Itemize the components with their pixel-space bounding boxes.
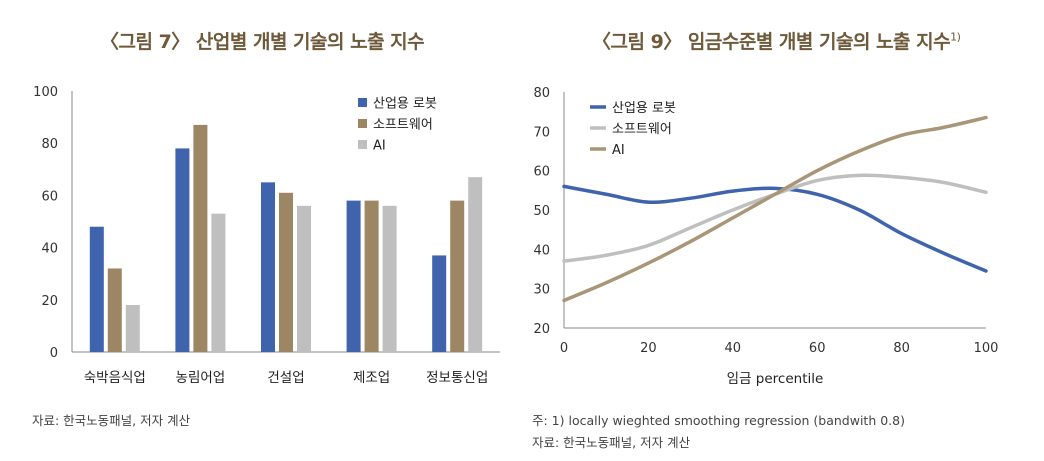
x-tick-label: 100: [974, 341, 999, 356]
x-category-label: 숙박음식업: [84, 370, 146, 386]
x-tick-label: 80: [893, 341, 910, 356]
y-tick-label: 40: [41, 242, 58, 257]
legend-label-2: 소프트웨어: [373, 118, 433, 133]
legend-label-3: AI: [612, 143, 625, 158]
bar-3-4: [382, 205, 397, 352]
x-tick-label: 60: [809, 341, 826, 356]
y-tick-label: 40: [533, 243, 550, 258]
bar-3-5: [468, 177, 483, 352]
y-tick-label: 80: [41, 137, 58, 152]
legend-label-2: 소프트웨어: [612, 122, 672, 137]
legend-swatch-2: [358, 119, 367, 128]
x-category-label: 농림어업: [176, 370, 226, 386]
series-line-3: [562, 115, 988, 303]
source-note: 자료: 한국노동패널, 저자 계산: [32, 413, 191, 428]
bar-3-1: [125, 305, 140, 352]
legend-label-3: AI: [373, 139, 386, 154]
bar-2-3: [279, 192, 293, 352]
x-tick-label: 20: [640, 341, 657, 356]
bar-2-5: [450, 200, 465, 352]
legend-swatch-3: [358, 140, 367, 149]
bar-2-1: [107, 268, 122, 352]
y-tick-label: 100: [33, 85, 58, 100]
chart-title-text: 〈그림 9〉 임금수준별 개별 기술의 노출 지수: [592, 31, 951, 53]
y-tick-label: 70: [533, 125, 550, 140]
chart-title-industry: 〈그림 7〉 산업별 개별 기술의 노출 지수: [100, 31, 425, 53]
footnote-marker: 1): [950, 30, 961, 44]
x-tick-label: 0: [560, 341, 568, 356]
bar-1-2: [175, 148, 190, 352]
bar-2-4: [364, 200, 379, 352]
bar-3-2: [211, 213, 226, 352]
footnote-text: 주: 1) locally wieghted smoothing regress…: [532, 413, 905, 428]
series-line-1: [562, 184, 988, 273]
x-category-label: 건설업: [267, 370, 304, 386]
x-category-label: 제조업: [353, 370, 390, 386]
y-tick-label: 80: [533, 86, 550, 101]
legend-label-1: 산업용 로봇: [612, 101, 676, 116]
bar-2-2: [193, 124, 208, 353]
y-tick-label: 20: [41, 294, 58, 309]
line-chart: 20 30 40 50 60 70 80 0 20 40 60 80 100 임금 percentile 산…: [533, 86, 999, 387]
x-category-label: 정보통신업: [426, 370, 488, 386]
chart-title-wage: 〈그림 9〉 임금수준별 개별 기술의 노출 지수1): [592, 27, 961, 54]
line-chart-panel: 〈그림 9〉 임금수준별 개별 기술의 노출 지수1) 20 30 40 50 60 70…: [520, 0, 1044, 461]
y-tick-label: 50: [533, 204, 550, 219]
bar-chart-panel: 〈그림 7〉 산업별 개별 기술의 노출 지수 0 20 40 60 80 100 숙박음식…: [0, 0, 520, 461]
y-tick-label: 60: [41, 189, 58, 204]
y-tick-label: 60: [533, 165, 550, 180]
legend-swatch-1: [358, 98, 367, 107]
bar-chart: 0 20 40 60 80 100 숙박음식업 농림어업 건설업 제조업 정보통신업 산업용 로봇소프…: [33, 85, 500, 386]
x-axis-title: 임금 percentile: [727, 371, 824, 387]
source-note: 자료: 한국노동패널, 저자 계산: [532, 435, 691, 450]
legend-label-1: 산업용 로봇: [373, 97, 437, 112]
bar-1-4: [346, 200, 361, 352]
bar-1-1: [89, 226, 104, 352]
y-tick-label: 30: [533, 283, 550, 298]
bar-1-5: [432, 255, 447, 352]
x-tick-label: 40: [725, 341, 742, 356]
bar-3-3: [297, 205, 311, 352]
y-tick-label: 20: [533, 322, 550, 337]
y-tick-label: 0: [50, 346, 58, 361]
bar-1-3: [261, 182, 275, 352]
